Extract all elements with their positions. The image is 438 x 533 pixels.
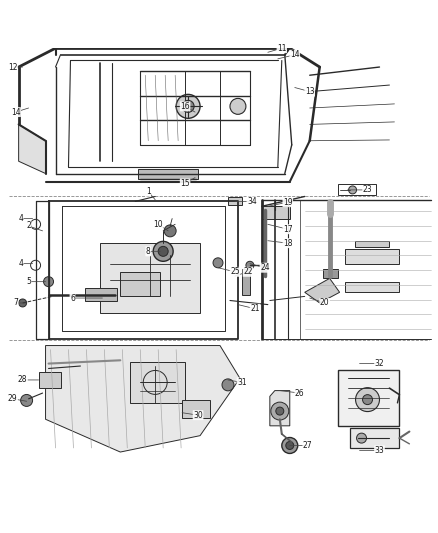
Circle shape — [164, 225, 176, 237]
Text: 26: 26 — [295, 389, 304, 398]
Text: 28: 28 — [18, 375, 27, 384]
Text: 19: 19 — [283, 198, 293, 207]
Circle shape — [286, 441, 294, 449]
Text: 14: 14 — [11, 108, 21, 117]
Circle shape — [356, 387, 379, 411]
Text: 23: 23 — [363, 185, 372, 195]
Bar — [39, 372, 60, 388]
Text: 10: 10 — [153, 220, 163, 229]
Bar — [85, 288, 117, 301]
Text: 34: 34 — [247, 197, 257, 206]
Circle shape — [222, 379, 234, 391]
Text: 29: 29 — [8, 394, 18, 403]
Bar — [242, 269, 250, 295]
Circle shape — [21, 394, 32, 407]
Text: 13: 13 — [305, 87, 314, 96]
Text: 14: 14 — [290, 50, 300, 59]
Bar — [355, 241, 389, 247]
Bar — [323, 269, 338, 278]
Polygon shape — [305, 278, 339, 303]
Text: 4: 4 — [18, 259, 23, 268]
Circle shape — [213, 258, 223, 268]
Text: 8: 8 — [146, 247, 151, 256]
Bar — [350, 429, 399, 448]
Circle shape — [363, 394, 372, 405]
Bar — [345, 282, 399, 292]
Polygon shape — [262, 206, 290, 219]
Text: 7: 7 — [13, 298, 18, 308]
Text: 18: 18 — [283, 239, 293, 248]
Text: 31: 31 — [237, 378, 247, 387]
Text: 20: 20 — [320, 298, 329, 308]
Circle shape — [282, 438, 298, 454]
Text: 11: 11 — [277, 44, 286, 53]
Text: 6: 6 — [70, 294, 75, 303]
Text: 22: 22 — [243, 268, 253, 276]
Circle shape — [230, 99, 246, 115]
Text: 16: 16 — [180, 102, 190, 111]
Text: 32: 32 — [374, 359, 384, 368]
Text: 15: 15 — [180, 179, 190, 188]
Bar — [228, 197, 242, 205]
Text: 30: 30 — [193, 411, 203, 419]
Text: 1: 1 — [146, 187, 151, 196]
Circle shape — [357, 433, 367, 443]
Text: 17: 17 — [283, 225, 293, 234]
Circle shape — [153, 241, 173, 261]
Circle shape — [43, 277, 53, 287]
Text: 25: 25 — [230, 268, 240, 276]
Text: 27: 27 — [303, 441, 313, 450]
Bar — [182, 400, 210, 418]
Circle shape — [158, 246, 168, 256]
Text: 12: 12 — [8, 62, 18, 71]
Text: 5: 5 — [26, 277, 31, 286]
Circle shape — [349, 186, 357, 194]
Text: 2: 2 — [26, 221, 31, 230]
Circle shape — [246, 261, 254, 269]
Bar — [338, 370, 399, 426]
Circle shape — [271, 402, 289, 420]
Text: 21: 21 — [250, 304, 260, 313]
Text: 33: 33 — [374, 446, 385, 455]
Polygon shape — [46, 345, 240, 452]
Bar — [345, 249, 399, 264]
Circle shape — [19, 299, 27, 307]
Text: 4: 4 — [18, 214, 23, 223]
Bar — [338, 184, 375, 195]
Bar — [138, 169, 198, 179]
Bar — [130, 362, 185, 403]
Polygon shape — [270, 391, 290, 426]
Bar — [100, 243, 200, 313]
Circle shape — [176, 94, 200, 118]
Polygon shape — [19, 124, 46, 174]
Circle shape — [276, 407, 284, 415]
Circle shape — [182, 100, 194, 112]
Bar — [120, 272, 160, 296]
Text: 24: 24 — [260, 263, 270, 272]
